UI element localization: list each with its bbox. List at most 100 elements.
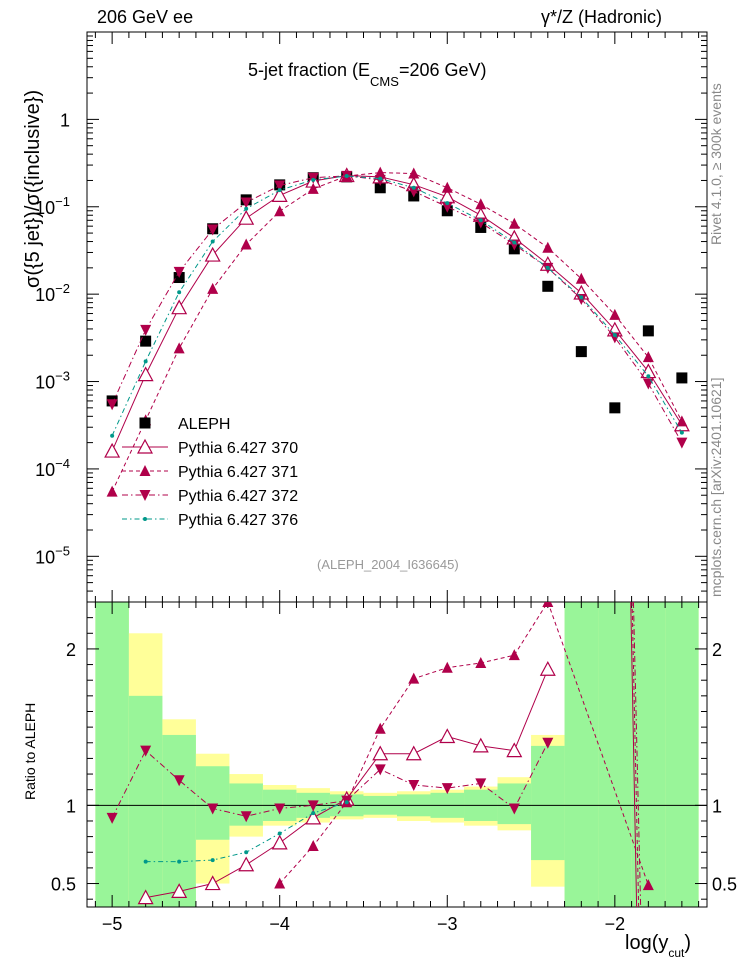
data-point [512, 240, 517, 245]
ratio-point [210, 858, 215, 863]
ratio-point [472, 737, 489, 753]
data-point [106, 399, 118, 411]
data-point [441, 201, 453, 213]
data-point [542, 280, 554, 292]
legend-marker [139, 490, 151, 501]
ratio-steep-line [630, 602, 638, 907]
ratio-point [508, 649, 520, 661]
ratio-point [508, 803, 520, 815]
ratio-y-axis-label: Ratio to ALEPH [22, 702, 38, 800]
data-point [374, 182, 386, 194]
x-tick-label: −2 [605, 914, 626, 934]
data-point [140, 324, 152, 336]
data-point [642, 378, 654, 390]
data-point [307, 182, 319, 194]
ratio-point [374, 764, 386, 776]
main-plot-title: 5-jet fraction (ECMS=206 GeV) [248, 60, 487, 89]
data-point [642, 325, 654, 337]
ratio-point [506, 742, 523, 758]
data-point [137, 366, 154, 382]
ratio-point [405, 745, 422, 761]
ratio-point [204, 875, 221, 891]
ratio-point [271, 834, 288, 850]
data-point [478, 218, 483, 223]
ratio-y-tick-label-right: 2 [712, 640, 722, 660]
data-point [277, 188, 282, 193]
data-point [408, 186, 420, 198]
ratio-point [311, 811, 316, 816]
rivet-label: Rivet 4.1.0, ≥ 300k events [708, 83, 724, 245]
ratio-point [408, 780, 420, 791]
data-point [441, 181, 453, 193]
main-y-axis-label: σ({5 jet})/σ({inclusive}) [22, 89, 44, 288]
legend-label: ALEPH [178, 416, 230, 433]
ratio-y-tick-label-right: 1 [712, 796, 722, 816]
data-point [579, 295, 584, 300]
data-point [609, 332, 621, 344]
data-point [679, 430, 684, 435]
ratio-point [106, 812, 118, 824]
ratio-point [374, 722, 386, 734]
series-line [111, 172, 683, 492]
series-line [111, 174, 683, 452]
ratio-point [277, 831, 282, 836]
ratio-line [279, 602, 649, 886]
data-point [171, 299, 188, 315]
data-point [676, 415, 688, 427]
analysis-id: (ALEPH_2004_I636645) [317, 557, 459, 572]
mcplots-label: mcplots.cern.ch [arXiv:2401.10621] [708, 377, 724, 597]
ratio-point [441, 661, 453, 673]
band-inner [564, 602, 599, 907]
y-tick-label: 10−3 [35, 369, 70, 393]
ratio-point [274, 803, 286, 815]
ratio-point [207, 803, 219, 815]
y-tick-label: 10−5 [35, 543, 70, 567]
ratio-point [238, 856, 255, 872]
data-point [445, 201, 450, 206]
x-tick-label: −5 [102, 914, 123, 934]
data-point [609, 308, 621, 320]
data-point [140, 335, 152, 347]
data-point [475, 217, 487, 229]
data-point [143, 359, 148, 364]
header-energy: 206 GeV ee [97, 7, 194, 27]
main-series [104, 166, 690, 497]
ratio-point [542, 737, 554, 749]
data-point [210, 239, 215, 244]
data-point [408, 167, 420, 179]
ratio-steep-line [631, 602, 640, 907]
ratio-y-tick-label: 0.5 [51, 875, 76, 895]
ratio-point [475, 778, 487, 790]
y-tick-label: 10−4 [35, 456, 70, 480]
ratio-bands [95, 602, 699, 907]
data-point [542, 241, 554, 253]
ratio-point [307, 800, 319, 812]
data-point [575, 294, 587, 306]
data-point [238, 209, 255, 225]
data-point [508, 239, 520, 251]
ratio-point [177, 859, 182, 864]
legend-marker [143, 517, 147, 521]
ratio-point [542, 602, 554, 607]
data-point [204, 246, 221, 262]
x-tick-label: −3 [437, 914, 458, 934]
ratio-point [475, 657, 487, 668]
band-inner [531, 745, 565, 861]
data-point [173, 342, 185, 354]
data-point [106, 485, 118, 497]
band-inner [95, 602, 129, 907]
data-point [173, 266, 185, 278]
ratio-point [441, 783, 453, 795]
legend-label: Pythia 6.427 376 [178, 512, 298, 529]
data-point [676, 372, 688, 384]
data-point [177, 290, 182, 295]
ratio-point [539, 660, 556, 676]
x-axis-label: log(ycut) [625, 932, 692, 960]
y-tick-label: 1 [60, 110, 70, 130]
data-point [609, 402, 621, 414]
data-point [642, 351, 654, 363]
data-point [374, 166, 386, 178]
band-inner [598, 602, 632, 907]
band-inner [162, 734, 196, 907]
